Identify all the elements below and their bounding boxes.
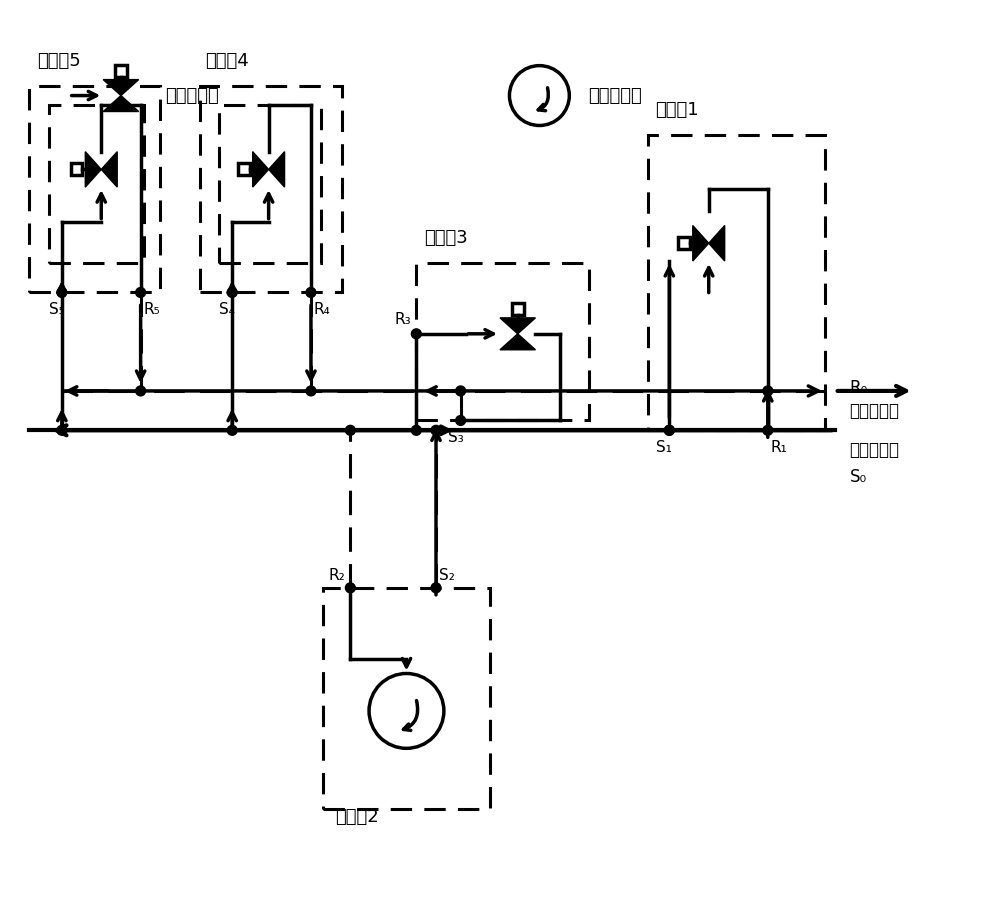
Text: R₂: R₂ xyxy=(329,568,345,583)
Circle shape xyxy=(136,287,146,297)
Circle shape xyxy=(431,426,441,436)
Circle shape xyxy=(57,287,67,297)
Circle shape xyxy=(136,386,146,396)
Polygon shape xyxy=(500,318,535,334)
Text: S₄: S₄ xyxy=(219,302,235,317)
Polygon shape xyxy=(103,79,139,95)
Circle shape xyxy=(345,426,355,436)
Circle shape xyxy=(306,386,316,396)
Circle shape xyxy=(345,583,355,593)
Circle shape xyxy=(763,386,773,396)
Text: 热力站4: 热力站4 xyxy=(205,52,248,70)
Circle shape xyxy=(456,386,466,396)
Text: S₃: S₃ xyxy=(448,430,464,446)
Circle shape xyxy=(411,328,421,338)
Text: 一次网供水: 一次网供水 xyxy=(850,441,900,459)
Bar xyxy=(648,135,825,430)
Circle shape xyxy=(456,416,466,426)
Text: S₁: S₁ xyxy=(656,440,672,455)
Polygon shape xyxy=(103,95,139,112)
Bar xyxy=(323,588,490,809)
Text: 可调电调阀: 可调电调阀 xyxy=(165,86,219,104)
Circle shape xyxy=(411,426,421,436)
Circle shape xyxy=(763,426,773,436)
Circle shape xyxy=(306,287,316,297)
Text: 热力站5: 热力站5 xyxy=(37,52,81,70)
Text: R₅: R₅ xyxy=(144,302,160,317)
Text: R₀: R₀ xyxy=(850,379,868,397)
Text: 一次网回水: 一次网回水 xyxy=(850,401,900,419)
Circle shape xyxy=(664,426,674,436)
Bar xyxy=(71,164,82,176)
Text: 可调增压泵: 可调增压泵 xyxy=(589,86,642,104)
Text: S₀: S₀ xyxy=(850,467,867,485)
Text: R₁: R₁ xyxy=(771,440,788,455)
Bar xyxy=(678,238,690,249)
Bar xyxy=(49,105,144,263)
Text: 热力站2: 热力站2 xyxy=(336,808,379,826)
Polygon shape xyxy=(500,334,535,350)
Circle shape xyxy=(431,583,441,593)
Bar xyxy=(115,65,127,76)
Bar xyxy=(416,263,589,420)
Bar xyxy=(29,86,160,292)
Bar xyxy=(200,86,342,292)
Circle shape xyxy=(227,426,237,436)
Polygon shape xyxy=(269,152,285,187)
Polygon shape xyxy=(253,152,269,187)
Bar xyxy=(512,303,524,315)
Polygon shape xyxy=(693,226,709,261)
Circle shape xyxy=(664,426,674,436)
Polygon shape xyxy=(709,226,725,261)
Text: S₅: S₅ xyxy=(49,302,65,317)
Bar xyxy=(219,105,321,263)
Polygon shape xyxy=(85,152,101,187)
Circle shape xyxy=(227,287,237,297)
Polygon shape xyxy=(101,152,117,187)
Text: R₃: R₃ xyxy=(395,312,411,327)
Text: R₄: R₄ xyxy=(314,302,331,317)
Text: 热力站1: 热力站1 xyxy=(656,101,699,119)
Text: 热力站3: 热力站3 xyxy=(424,230,468,248)
Circle shape xyxy=(57,426,67,436)
Bar xyxy=(238,164,250,176)
Text: S₂: S₂ xyxy=(439,568,455,583)
